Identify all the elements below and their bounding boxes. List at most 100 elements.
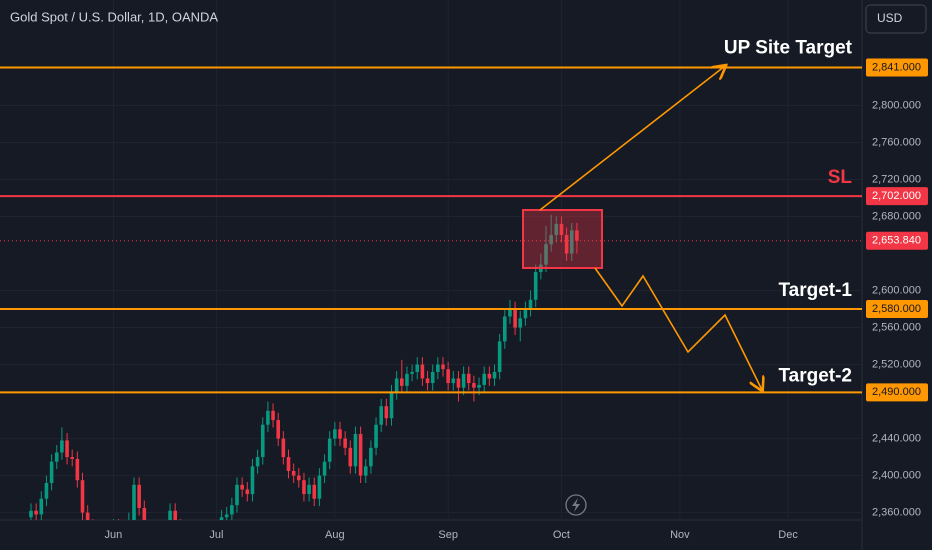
candle-body: [240, 484, 244, 490]
candle-body: [348, 447, 353, 467]
level-tag: [866, 187, 928, 206]
current-price-label: 2,653.840: [872, 235, 921, 247]
candle-body: [60, 440, 64, 453]
candle: [70, 449, 74, 467]
candle-body: [466, 373, 471, 384]
level-tag-label: 2,490.000: [872, 386, 921, 398]
currency-label[interactable]: USD: [877, 11, 903, 25]
candle-body: [513, 309, 517, 328]
candle-body: [477, 384, 481, 388]
candle-body: [549, 235, 553, 245]
candle: [230, 497, 234, 520]
candle: [425, 371, 430, 391]
candle-body: [374, 424, 378, 448]
candle-body: [343, 438, 347, 448]
candle: [497, 334, 502, 380]
candle: [358, 426, 363, 483]
candle-body: [266, 410, 270, 425]
candle: [374, 417, 378, 456]
candle: [276, 412, 280, 446]
x-tick-label: Dec: [778, 529, 798, 541]
candle-body: [142, 507, 147, 520]
candle: [363, 458, 368, 483]
candle-body: [297, 475, 301, 481]
candle-body: [394, 378, 399, 393]
y-tick-label: 2,800.000: [872, 99, 921, 111]
level-annotation: SL: [828, 167, 853, 188]
candle-body: [132, 484, 136, 520]
candle: [224, 507, 229, 520]
candle-body: [219, 517, 224, 520]
candle: [307, 477, 311, 502]
candle: [369, 440, 373, 474]
up-arrow: [539, 66, 725, 211]
candle-body: [245, 489, 250, 495]
candle-body: [85, 512, 90, 520]
candle: [518, 310, 523, 342]
entry-box: [522, 209, 603, 269]
candle-body: [44, 482, 49, 499]
candle: [128, 512, 130, 520]
y-tick-label: 2,360.000: [872, 507, 921, 519]
candle: [281, 431, 286, 465]
currency-button[interactable]: [865, 4, 927, 34]
candle: [415, 357, 420, 380]
candle: [80, 472, 85, 520]
candle: [575, 222, 579, 254]
candle-body: [575, 230, 579, 241]
candle-body: [564, 235, 569, 254]
candle-body: [224, 514, 229, 518]
y-tick-label: 2,520.000: [872, 358, 921, 370]
candle-body: [302, 480, 306, 495]
candle-body: [554, 223, 559, 236]
candle: [348, 440, 353, 474]
candle-body: [271, 410, 275, 421]
candle: [132, 477, 136, 520]
lightning-icon[interactable]: [565, 494, 587, 516]
candle: [353, 426, 358, 474]
candle-body: [420, 364, 425, 379]
candle-body: [338, 429, 342, 439]
candle-body: [518, 318, 523, 328]
candle: [394, 371, 399, 400]
candle-body: [461, 373, 466, 388]
candle-body: [291, 470, 296, 476]
candle: [379, 398, 383, 433]
candle: [492, 364, 497, 386]
candle: [508, 299, 512, 324]
candle-body: [544, 244, 548, 265]
candle: [327, 431, 332, 470]
candle-body: [230, 505, 234, 515]
candle-body: [369, 447, 373, 467]
candle: [49, 454, 54, 491]
candle: [523, 301, 528, 326]
candle-body: [497, 341, 502, 372]
candle: [410, 364, 414, 382]
candle: [559, 216, 564, 243]
level-tag: [866, 58, 928, 77]
y-tick-label: 2,600.000: [872, 284, 921, 296]
candle: [286, 449, 291, 479]
candle-body: [34, 510, 38, 515]
candle: [260, 417, 265, 465]
candle-body: [482, 373, 486, 385]
candle: [29, 503, 33, 520]
x-tick-label: Sep: [438, 529, 458, 541]
candle: [240, 477, 244, 497]
candle: [34, 503, 38, 520]
candle: [338, 421, 342, 446]
candle-body: [39, 498, 44, 515]
candle: [39, 491, 44, 520]
candle: [544, 225, 548, 273]
level-tag-label: 2,841.000: [872, 61, 921, 73]
candle-body: [235, 484, 239, 506]
candle: [75, 451, 80, 488]
candle: [533, 264, 538, 308]
candle: [430, 364, 435, 391]
candle: [245, 482, 250, 502]
candle-body: [523, 309, 528, 319]
candle: [436, 357, 440, 380]
y-tick-label: 2,560.000: [872, 321, 921, 333]
